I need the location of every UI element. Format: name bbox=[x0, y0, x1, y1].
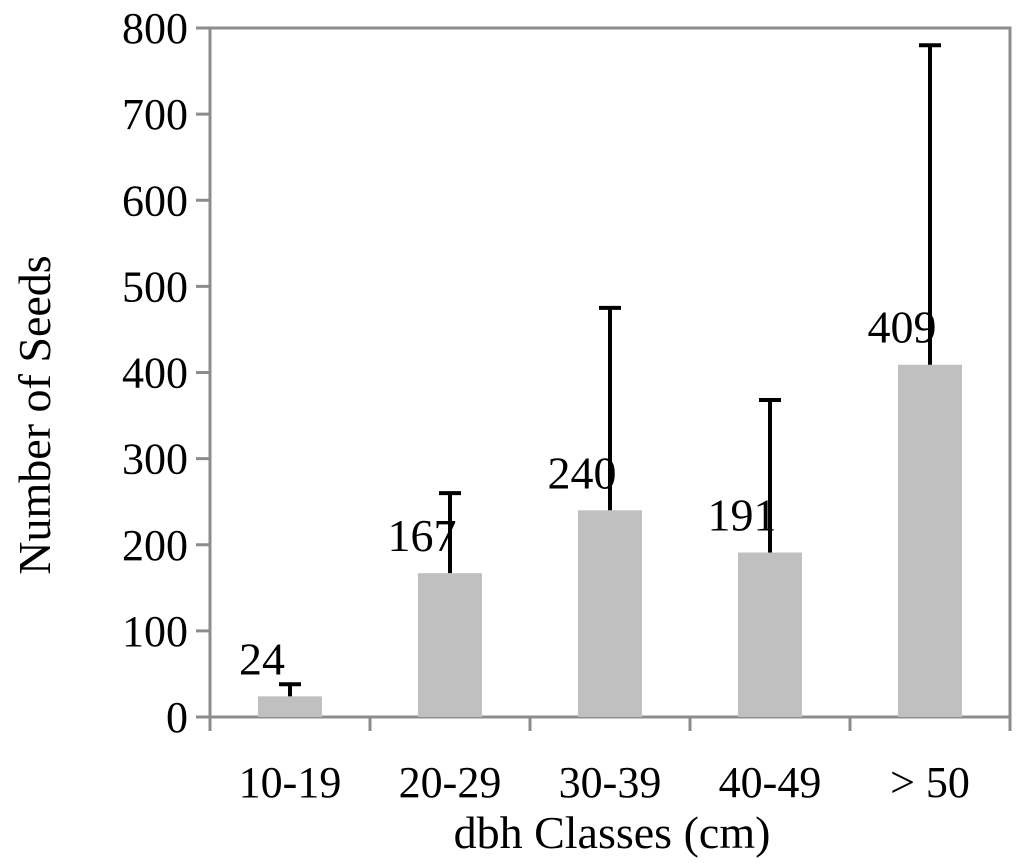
y-tick-label-5: 500 bbox=[122, 262, 188, 311]
bar-3 bbox=[738, 552, 802, 717]
bars bbox=[258, 364, 962, 717]
data-label-2: 240 bbox=[548, 447, 617, 498]
y-tick-label-1: 100 bbox=[122, 607, 188, 656]
data-label-1: 167 bbox=[388, 510, 457, 561]
y-axis-title: Number of Seeds bbox=[9, 255, 60, 574]
y-tick-label-3: 300 bbox=[122, 435, 188, 484]
x-tick-label-0: 10-19 bbox=[239, 758, 342, 807]
y-tick-label-4: 400 bbox=[122, 349, 188, 398]
x-tick-label-4: > 50 bbox=[890, 758, 970, 807]
bar-2 bbox=[578, 510, 642, 717]
x-tick-label-3: 40-49 bbox=[719, 758, 822, 807]
bar-0 bbox=[258, 696, 322, 717]
y-tick-label-8: 800 bbox=[122, 4, 188, 53]
bar-1 bbox=[418, 573, 482, 717]
data-labels: 24 167 240 191 409 bbox=[239, 302, 937, 685]
x-tick-label-2: 30-39 bbox=[559, 758, 662, 807]
y-axis-ticks: 0 100 200 300 400 500 600 700 800 bbox=[122, 4, 210, 742]
y-tick-label-7: 700 bbox=[122, 90, 188, 139]
error-bars bbox=[279, 43, 941, 697]
x-tick-label-1: 20-29 bbox=[399, 758, 502, 807]
y-tick-label-6: 600 bbox=[122, 176, 188, 225]
data-label-4: 409 bbox=[868, 302, 937, 353]
x-axis-ticks: 10-19 20-29 30-39 40-49 > 50 bbox=[208, 717, 1012, 807]
bar-4 bbox=[898, 364, 962, 717]
y-tick-label-2: 200 bbox=[122, 521, 188, 570]
y-tick-label-0: 0 bbox=[166, 693, 188, 742]
x-axis-title: dbh Classes (cm) bbox=[454, 807, 771, 858]
data-label-0: 24 bbox=[239, 633, 285, 684]
data-label-3: 191 bbox=[708, 490, 777, 541]
